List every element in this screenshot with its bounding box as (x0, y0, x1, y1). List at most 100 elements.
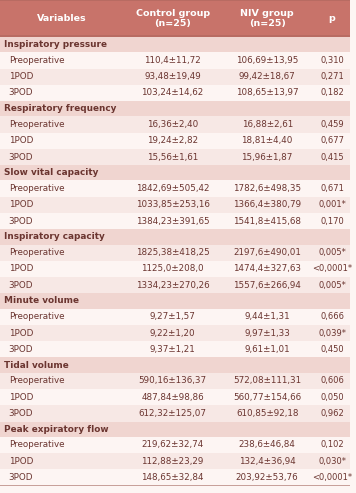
Text: 2197,6±490,01: 2197,6±490,01 (233, 248, 301, 257)
Bar (221, 0, 314, 37)
Text: 612,32±125,07: 612,32±125,07 (138, 409, 206, 418)
Text: 1384,23±391,65: 1384,23±391,65 (136, 216, 209, 226)
Text: p: p (329, 14, 335, 23)
Text: 3POD: 3POD (9, 88, 33, 98)
Bar (0, 341, 350, 357)
Text: 3POD: 3POD (9, 152, 33, 162)
Bar (0, 213, 350, 229)
Text: 1557,6±266,94: 1557,6±266,94 (233, 281, 301, 290)
Bar (0, 101, 350, 116)
Bar (0, 149, 350, 165)
Text: Tidal volume: Tidal volume (4, 360, 69, 370)
Text: 0,005*: 0,005* (318, 281, 346, 290)
Text: 0,271: 0,271 (320, 72, 344, 81)
Bar (0, 453, 350, 469)
Text: 103,24±14,62: 103,24±14,62 (141, 88, 204, 98)
Text: 99,42±18,67: 99,42±18,67 (239, 72, 295, 81)
Bar (0, 197, 350, 213)
Text: 106,69±13,95: 106,69±13,95 (236, 56, 298, 65)
Text: 0,671: 0,671 (320, 184, 344, 193)
Text: 203,92±53,76: 203,92±53,76 (236, 473, 299, 482)
Text: 560,77±154,66: 560,77±154,66 (233, 392, 301, 402)
Text: <0,0001*: <0,0001* (312, 264, 352, 274)
Bar (0, 116, 350, 133)
Text: 0,459: 0,459 (320, 120, 344, 129)
Text: 1033,85±253,16: 1033,85±253,16 (136, 200, 210, 210)
Bar (314, 0, 350, 37)
Text: Inspiratory pressure: Inspiratory pressure (4, 40, 107, 49)
Bar (0, 0, 124, 37)
Text: 0,450: 0,450 (320, 345, 344, 354)
Text: 18,81±4,40: 18,81±4,40 (241, 136, 293, 145)
Text: NIV group
(n=25): NIV group (n=25) (240, 9, 294, 28)
Bar (0, 309, 350, 325)
Text: 487,84±98,86: 487,84±98,86 (141, 392, 204, 402)
Bar (0, 485, 350, 486)
Text: 1POD: 1POD (9, 72, 33, 81)
Bar (0, 357, 350, 373)
Bar (0, 85, 350, 101)
Text: 9,22±1,20: 9,22±1,20 (150, 328, 195, 338)
Bar (0, 389, 350, 405)
Text: 1POD: 1POD (9, 457, 33, 466)
Text: 238,6±46,84: 238,6±46,84 (239, 440, 295, 450)
Text: Preoperative: Preoperative (9, 440, 64, 450)
Text: 16,36±2,40: 16,36±2,40 (147, 120, 198, 129)
Text: 15,96±1,87: 15,96±1,87 (241, 152, 293, 162)
Text: 0,102: 0,102 (320, 440, 344, 450)
Text: Variables: Variables (37, 14, 87, 23)
Text: 0,170: 0,170 (320, 216, 344, 226)
Bar (0, 261, 350, 277)
Bar (0, 422, 350, 437)
Text: 3POD: 3POD (9, 409, 33, 418)
Text: Slow vital capacity: Slow vital capacity (4, 168, 99, 177)
Text: 1POD: 1POD (9, 200, 33, 210)
Bar (0, 35, 350, 37)
Bar (0, 245, 350, 261)
Text: 9,97±1,33: 9,97±1,33 (244, 328, 290, 338)
Bar (0, 469, 350, 486)
Text: 1825,38±418,25: 1825,38±418,25 (136, 248, 209, 257)
Text: Preoperative: Preoperative (9, 184, 64, 193)
Text: 1366,4±380,79: 1366,4±380,79 (233, 200, 301, 210)
Text: 1541,8±415,68: 1541,8±415,68 (233, 216, 301, 226)
Text: 1334,23±270,26: 1334,23±270,26 (136, 281, 209, 290)
Text: Preoperative: Preoperative (9, 120, 64, 129)
Bar (0, 405, 350, 422)
Text: Minute volume: Minute volume (4, 296, 79, 306)
Bar (0, 373, 350, 389)
Text: 1474,4±327,63: 1474,4±327,63 (233, 264, 301, 274)
Text: Control group
(n=25): Control group (n=25) (136, 9, 210, 28)
Text: 148,65±32,84: 148,65±32,84 (141, 473, 204, 482)
Text: 1POD: 1POD (9, 136, 33, 145)
Text: 1782,6±498,35: 1782,6±498,35 (233, 184, 301, 193)
Bar (0, 325, 350, 341)
Text: 110,4±11,72: 110,4±11,72 (144, 56, 201, 65)
Bar (0, 293, 350, 309)
Text: Preoperative: Preoperative (9, 56, 64, 65)
Text: 9,37±1,21: 9,37±1,21 (150, 345, 195, 354)
Text: 610,85±92,18: 610,85±92,18 (236, 409, 298, 418)
Text: 132,4±36,94: 132,4±36,94 (239, 457, 295, 466)
Text: <0,0001*: <0,0001* (312, 473, 352, 482)
Text: 219,62±32,74: 219,62±32,74 (141, 440, 204, 450)
Text: 19,24±2,82: 19,24±2,82 (147, 136, 198, 145)
Text: 0,310: 0,310 (320, 56, 344, 65)
Text: Inspiratory capacity: Inspiratory capacity (4, 232, 105, 242)
Text: 1125,0±208,0: 1125,0±208,0 (141, 264, 204, 274)
Text: 3POD: 3POD (9, 281, 33, 290)
Text: 16,88±2,61: 16,88±2,61 (242, 120, 293, 129)
Text: 0,606: 0,606 (320, 376, 344, 386)
Bar (0, 133, 350, 149)
Text: Respiratory frequency: Respiratory frequency (4, 104, 116, 113)
Text: 3POD: 3POD (9, 473, 33, 482)
Text: 9,27±1,57: 9,27±1,57 (150, 312, 195, 321)
Text: 572,08±111,31: 572,08±111,31 (233, 376, 301, 386)
Text: 0,005*: 0,005* (318, 248, 346, 257)
Bar (0, 165, 350, 180)
Text: 0,001*: 0,001* (318, 200, 346, 210)
Bar (0, 37, 350, 52)
Text: Preoperative: Preoperative (9, 248, 64, 257)
Text: 0,666: 0,666 (320, 312, 344, 321)
Text: Peak expiratory flow: Peak expiratory flow (4, 424, 109, 434)
